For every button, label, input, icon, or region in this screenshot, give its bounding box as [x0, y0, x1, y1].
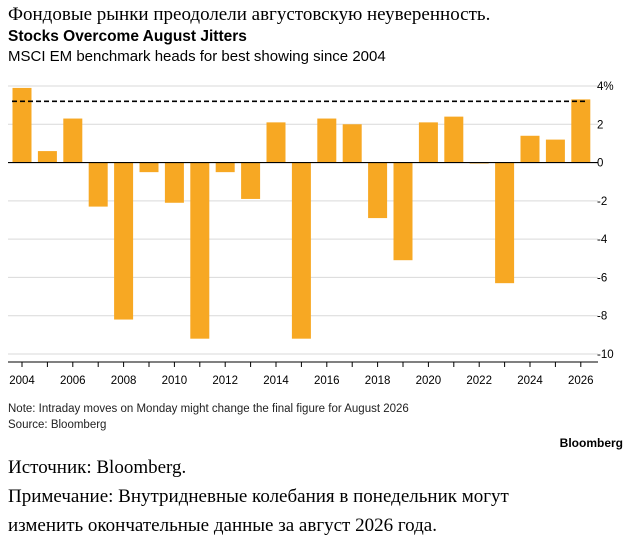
bar-chart: 4% 2 0 -2 -4 -6 -8 -10 2004 2006 2008 2010 2012 2014 2…: [8, 81, 614, 387]
bar: [520, 135, 540, 163]
x-tick-label: 2010: [162, 375, 188, 387]
bar: [444, 116, 464, 163]
x-tick-label: 2004: [9, 375, 35, 387]
bar: [495, 162, 515, 284]
y-tick-label: -2: [597, 196, 607, 208]
bar: [37, 151, 57, 163]
bar: [164, 162, 184, 203]
x-tick-label: 2022: [466, 375, 492, 387]
bloomberg-logo: Bloomberg: [559, 436, 623, 450]
x-tick-label: 2006: [60, 375, 86, 387]
chart-source: Source: Bloomberg: [8, 419, 107, 431]
y-tick-label: 2: [597, 119, 603, 131]
y-tick-label: 4%: [597, 81, 614, 93]
bar: [342, 124, 362, 163]
bar: [571, 99, 591, 163]
bar: [114, 162, 134, 320]
y-tick-label: -10: [597, 349, 614, 361]
footer-source: Источник: Bloomberg.: [8, 457, 187, 478]
bar: [545, 139, 565, 163]
y-tick-label: -8: [597, 311, 607, 323]
footer-note-line1: Примечание: Внутридневные колебания в по…: [8, 486, 509, 507]
y-tick-label: -6: [597, 272, 607, 284]
bar: [12, 87, 32, 163]
bar: [393, 162, 413, 261]
bar: [190, 162, 210, 339]
bar: [139, 162, 159, 173]
bar: [266, 122, 286, 163]
y-tick-label: 0: [597, 158, 603, 170]
chart-title: Stocks Overcome August Jitters: [8, 28, 247, 45]
x-tick-label: 2018: [365, 375, 391, 387]
chart-note: Note: Intraday moves on Monday might cha…: [8, 403, 409, 415]
bar: [418, 122, 438, 163]
x-tick-label: 2014: [263, 375, 289, 387]
bar: [215, 162, 235, 173]
bar: [88, 162, 108, 207]
bar: [368, 162, 388, 219]
bar: [63, 118, 83, 163]
x-tick-label: 2012: [212, 375, 238, 387]
x-tick-label: 2016: [314, 375, 340, 387]
russian-title: Фондовые рынки преодолели августовскую н…: [8, 4, 491, 25]
bar: [241, 162, 261, 199]
bar: [317, 118, 337, 163]
x-tick-label: 2024: [517, 375, 543, 387]
footer-note-line2: изменить окончательные данные за август …: [8, 515, 437, 536]
chart-subtitle: MSCI EM benchmark heads for best showing…: [8, 48, 386, 65]
y-tick-label: -4: [597, 234, 608, 246]
x-tick-label: 2008: [111, 375, 137, 387]
x-tick-label: 2026: [568, 375, 594, 387]
x-tick-label: 2020: [416, 375, 442, 387]
bar: [291, 162, 311, 339]
